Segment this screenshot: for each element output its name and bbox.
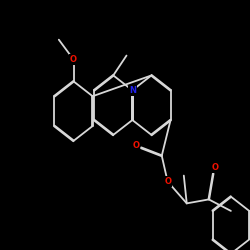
Text: O: O: [211, 163, 218, 172]
Text: O: O: [70, 55, 77, 64]
Text: O: O: [164, 177, 171, 186]
Text: N: N: [129, 86, 136, 95]
Text: O: O: [132, 141, 139, 150]
